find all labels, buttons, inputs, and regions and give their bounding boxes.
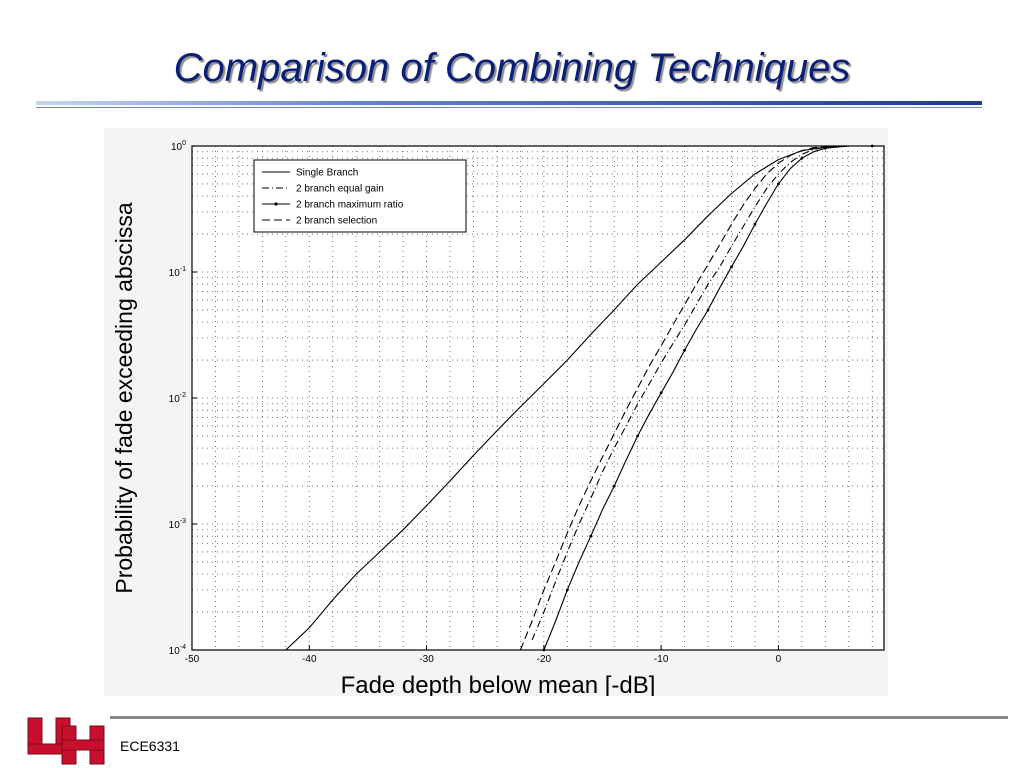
series-point (800, 156, 804, 160)
y-tick-label: 100 (171, 140, 186, 153)
series-point (589, 534, 593, 538)
title-divider (36, 101, 982, 105)
x-tick-label: -10 (654, 654, 669, 665)
legend-label: 2 branch equal gain (296, 184, 384, 195)
legend-label: 2 branch selection (296, 216, 377, 227)
series-point (542, 648, 546, 652)
legend-label: Single Branch (296, 168, 358, 179)
title-divider-thin (36, 107, 982, 108)
series-point (659, 391, 663, 395)
series-line-3 (543, 145, 873, 651)
series-point (612, 484, 616, 488)
fade-probability-chart: -50 -40 -30 -20 -10 0 100 10-1 10-2 10-3 10-4 Fade … (111, 140, 885, 696)
series-point (636, 434, 640, 438)
y-tick-label: 10-3 (169, 518, 186, 531)
series-point (565, 588, 569, 592)
y-axis-label: Probability of fade exceeding abscissa (111, 202, 137, 593)
series-point (706, 308, 710, 312)
y-tick-label: 10-1 (169, 266, 186, 279)
legend-swatch-point (274, 202, 278, 206)
footer-divider (110, 716, 1008, 719)
x-tick-label: -50 (185, 654, 200, 665)
series-point (823, 146, 827, 150)
chart-panel: -50 -40 -30 -20 -10 0 100 10-1 10-2 10-3 10-4 Fade … (104, 128, 888, 696)
x-axis-label: Fade depth below mean [-dB] (341, 672, 656, 696)
y-tick-label: 10-2 (169, 392, 186, 405)
series-point (753, 222, 757, 226)
series-line-1 (285, 145, 873, 651)
series-line-2 (531, 145, 873, 641)
x-tick-label: -20 (537, 654, 552, 665)
x-tick-label: 0 (776, 654, 782, 665)
y-tick-label: 10-4 (169, 644, 186, 657)
series-point (730, 265, 733, 269)
series-point (777, 182, 780, 186)
slide-title: Comparison of Combining Techniques (173, 46, 851, 90)
x-tick-label: -40 (302, 654, 317, 665)
footer-course-code: ECE6331 (120, 738, 180, 754)
legend-label: 2 branch maximum ratio (296, 200, 404, 211)
series-point (683, 348, 687, 352)
x-tick-label: -30 (419, 654, 434, 665)
university-logo (27, 717, 105, 765)
